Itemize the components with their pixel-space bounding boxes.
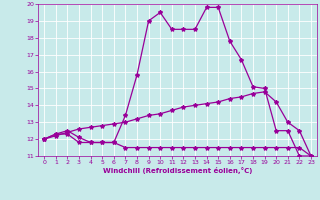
X-axis label: Windchill (Refroidissement éolien,°C): Windchill (Refroidissement éolien,°C) xyxy=(103,167,252,174)
